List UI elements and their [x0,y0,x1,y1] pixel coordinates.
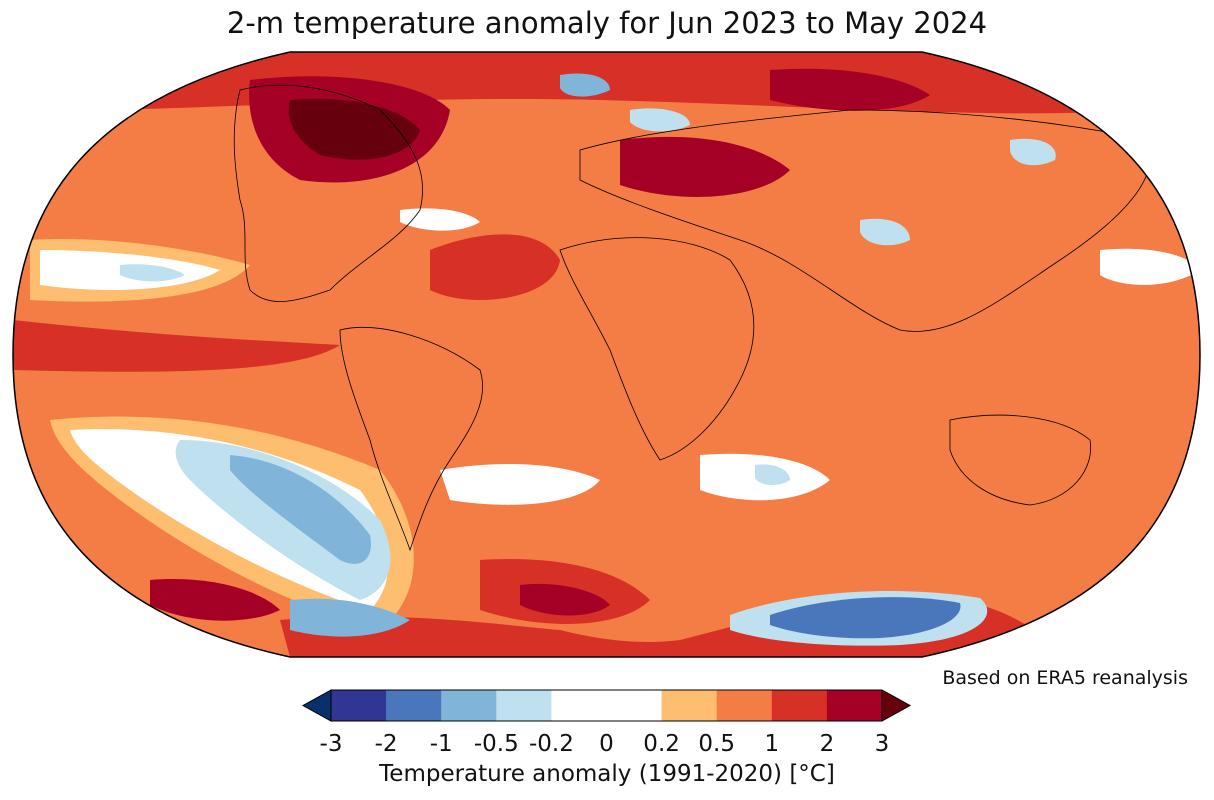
south-pacific-hot-patch [150,579,280,621]
colorbar-bin [826,690,883,721]
source-note: Based on ERA5 reanalysis [942,667,1188,689]
siberia-hot-region [770,68,930,111]
colorbar-extend-max [881,689,912,722]
scandinavia-cool-patch [630,108,690,132]
southern-ocean-hot-patch [520,583,610,616]
europe-hot-region [620,136,790,197]
map-frame [12,51,1201,658]
north-pacific-west-neutral-patch [1100,248,1200,285]
south-pacific-cooler-region [230,455,371,564]
colorbar-tick-label: -0.5 [473,731,519,757]
colorbar-tick-label: -3 [319,731,343,757]
colorbar-bin [496,690,552,721]
colorbar-bin [771,690,828,721]
north-pacific-cool-patch [120,264,185,282]
colorbar-tick-label: 3 [874,731,890,757]
north-atlantic-neutral-patch [400,208,480,231]
colorbar-tick-label: -2 [374,731,398,757]
colorbar-bin [551,690,607,721]
coastlines [233,84,1152,552]
colorbar-extend-min [301,689,332,722]
colorbar-bin [331,690,387,721]
colorbar-tick-label: 1 [764,731,780,757]
colorbar-bin [386,690,442,721]
south-america-outline [339,327,484,552]
colorbar [301,689,912,722]
colorbar-frame [330,689,883,722]
colorbar-tick-label: 2 [819,731,835,757]
colorbar-bin [606,690,663,721]
anomaly-field [13,52,1200,657]
colorbar-tick-label: 0.2 [643,731,680,757]
australia-outline [949,414,1092,506]
colorbar-bin [441,690,497,721]
tibet-cool-patch [860,218,910,246]
tropical-atlantic-warm-band [430,234,560,300]
north-america-outline [233,84,423,302]
colorbar-tick-label: 0.5 [698,731,735,757]
colorbar-label: Temperature anomaly (1991-2020) [°C] [379,761,835,787]
africa-outline [559,237,755,461]
tropical-pacific-warm-band [13,320,340,372]
map-title: 2-m temperature anomaly for Jun 2023 to … [226,6,988,40]
east-antarctica-cold-region [770,597,961,639]
south-pacific-cool-region [175,440,391,600]
greenland-cool-patch [560,73,610,97]
colorbar-tick-label: 0 [599,731,614,757]
east-siberia-cool-patch [1010,138,1056,166]
south-indian-cool-patch [755,464,790,486]
colorbar-bin [716,690,773,721]
colorbar-tick-label: -1 [429,731,453,757]
colorbar-bin [661,690,718,721]
eurasia-outline [579,109,1152,332]
arctic-canada-extreme-region [288,98,420,160]
colorbar-tick-label: -0.2 [528,731,574,757]
south-atlantic-neutral-patch [440,464,600,505]
west-antarctica-cool-region [290,598,410,637]
